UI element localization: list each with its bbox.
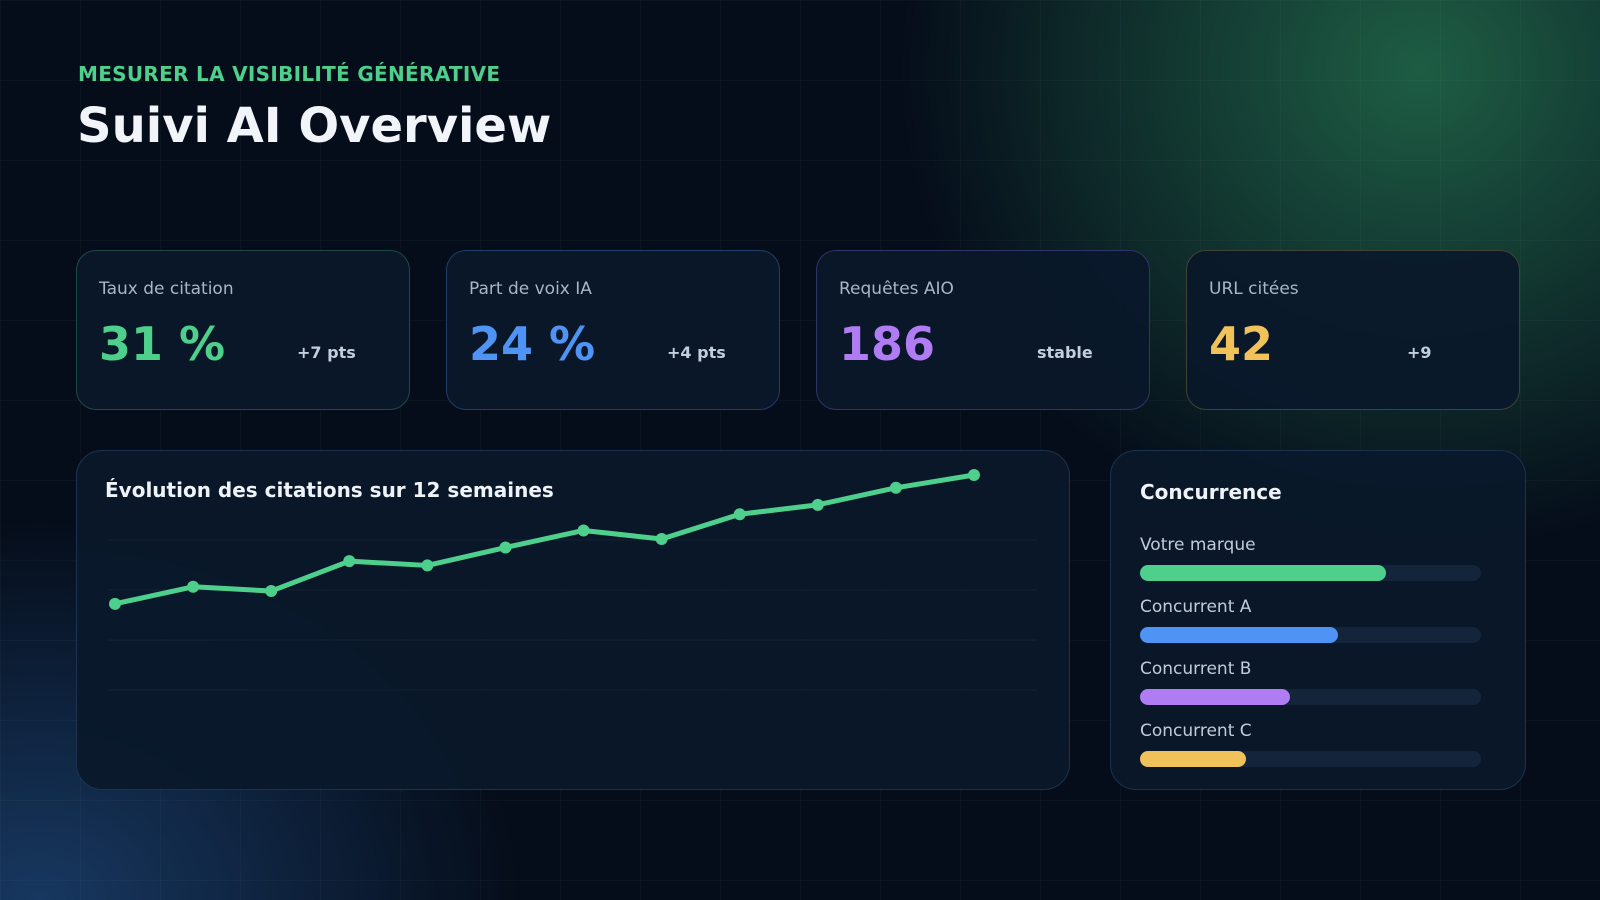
competitor-bar-fill [1140,751,1246,767]
kpi-delta: stable [1037,343,1093,362]
competitor-bar-track [1140,565,1481,581]
chart-title: Évolution des citations sur 12 semaines [105,478,554,502]
kpi-delta: +9 [1407,343,1432,362]
competition-title: Concurrence [1140,480,1282,504]
competitor-bar-track [1140,689,1481,705]
chart-panel: Évolution des citations sur 12 semaines [76,450,1070,790]
competitor-bar-track [1140,751,1481,767]
competition-panel: Concurrence Votre marque Concurrent A Co… [1110,450,1526,790]
kpi-card-aio-queries: Requêtes AIO 186 stable [816,250,1150,410]
kpi-label: Part de voix IA [469,279,592,299]
kpi-card-citation-rate: Taux de citation 31 % +7 pts [76,250,410,410]
page-eyebrow: MESURER LA VISIBILITÉ GÉNÉRATIVE [78,62,501,86]
competitor-bar-fill [1140,565,1386,581]
competitor-label: Concurrent A [1140,597,1252,617]
kpi-label: URL citées [1209,279,1299,299]
kpi-value: 31 % [99,317,226,371]
kpi-label: Requêtes AIO [839,279,954,299]
kpi-delta: +4 pts [667,343,726,362]
competitor-label: Concurrent C [1140,721,1252,741]
competitor-bar-track [1140,627,1481,643]
kpi-value: 24 % [469,317,596,371]
page-title: Suivi AI Overview [77,98,552,154]
competitor-label: Concurrent B [1140,659,1252,679]
kpi-card-cited-urls: URL citées 42 +9 [1186,250,1520,410]
kpi-card-ai-share-of-voice: Part de voix IA 24 % +4 pts [446,250,780,410]
kpi-label: Taux de citation [99,279,234,299]
kpi-value: 186 [839,317,936,371]
competitor-label: Votre marque [1140,535,1256,555]
competitor-bar-fill [1140,627,1338,643]
kpi-value: 42 [1209,317,1274,371]
competitor-bar-fill [1140,689,1291,705]
kpi-delta: +7 pts [297,343,356,362]
